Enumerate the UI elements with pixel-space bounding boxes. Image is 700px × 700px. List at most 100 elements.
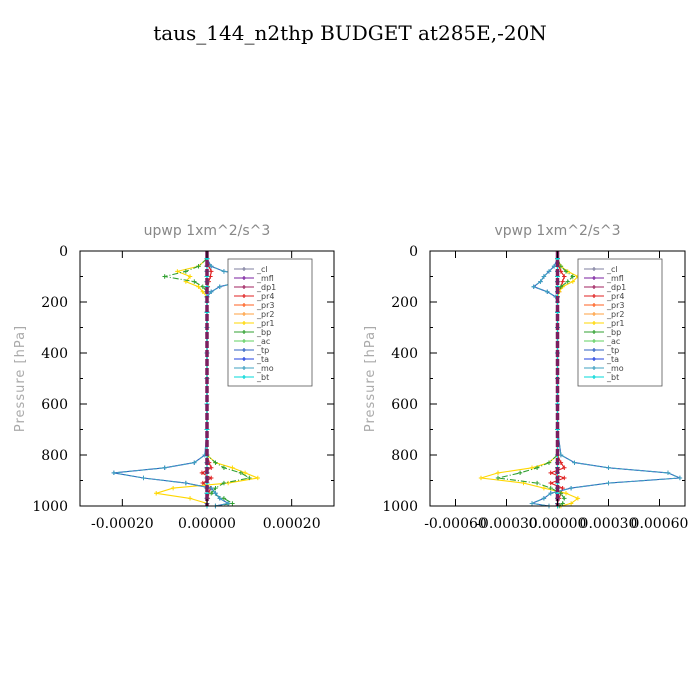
x-tick-label: -0.00060 [424, 516, 487, 532]
legend-label: _mo [606, 364, 624, 373]
data-point-mo [568, 485, 574, 491]
data-point-pr4 [209, 475, 214, 481]
data-point-mo [217, 496, 222, 501]
legend-marker [592, 267, 596, 271]
legend-marker [592, 276, 596, 280]
x-tick-label: 0.00030 [580, 516, 638, 532]
data-point-bp [548, 485, 553, 491]
legend-marker [242, 294, 246, 298]
legend-marker [242, 276, 246, 280]
data-point-bp [200, 284, 205, 289]
legend-marker [242, 366, 246, 370]
x-tick-label: -0.00030 [475, 516, 538, 532]
data-point-mo [529, 501, 535, 506]
legend-label: _pr4 [256, 292, 274, 301]
legend-label: _cl [256, 265, 268, 274]
data-point-mo [677, 475, 683, 481]
panel-2: vpwp 1xm^2/s^3 Pressure [hPa] 0 200 400 600 80… [363, 223, 688, 532]
data-point-mo [221, 269, 227, 274]
data-point-mo [217, 284, 222, 289]
y-tick-label: 0 [59, 244, 68, 260]
panel-title: upwp 1xm^2/s^3 [144, 223, 271, 239]
y-tick-label: 1000 [32, 499, 68, 515]
data-point-bp [209, 491, 214, 496]
data-point-bp [213, 485, 218, 491]
data-point-pr1 [575, 496, 581, 501]
data-point-pr1 [495, 470, 501, 476]
legend-label: _tp [606, 346, 619, 355]
legend-label: _pr4 [606, 292, 624, 301]
legend-label: _ta [606, 355, 619, 364]
data-point-bp [196, 264, 201, 269]
legend-marker [592, 312, 596, 316]
panel-title: vpwp 1xm^2/s^3 [494, 223, 620, 239]
data-point-mo [531, 284, 536, 289]
data-point-pr1 [170, 485, 176, 491]
data-point-bp [183, 269, 189, 274]
y-tick-label: 800 [391, 448, 418, 464]
legend-label: _bt [256, 373, 269, 382]
data-point-bp [565, 279, 570, 284]
y-tick-label: 400 [41, 346, 68, 362]
legend-label: _pr1 [606, 319, 624, 328]
legend-marker [592, 330, 596, 334]
legend-marker [242, 357, 246, 361]
data-point-mo [225, 501, 231, 506]
y-axis-label: Pressure [hPa] [363, 325, 378, 432]
data-point-pr1 [255, 475, 260, 481]
data-point-pr1 [541, 485, 547, 491]
data-point-mo [192, 460, 197, 465]
legend-marker [242, 321, 246, 325]
y-tick-label: 400 [391, 346, 418, 362]
legend-label: _ta [256, 355, 269, 364]
data-point-pr1 [154, 491, 159, 496]
data-point-pr4 [548, 480, 553, 486]
legend-marker [592, 285, 596, 289]
data-point-pr1 [230, 465, 235, 470]
data-point-pr1 [196, 284, 201, 289]
data-point-bp [563, 269, 569, 274]
x-tick-label: 0.00000 [178, 516, 236, 532]
legend: _cl_mfl_dp1_pr4_pr3_pr2_pr1_bp_ac_tp_ta_… [577, 258, 663, 387]
legend-label: _pr2 [606, 310, 624, 319]
data-point-pr1 [570, 279, 575, 284]
data-point-mo [665, 470, 671, 476]
data-point-pr1 [175, 269, 180, 274]
legend-marker [242, 312, 246, 316]
legend-label: _ac [606, 337, 620, 346]
data-point-mo [209, 485, 214, 491]
data-point-pr1 [563, 491, 569, 496]
data-point-pr4 [209, 269, 214, 274]
legend-label: _bt [606, 373, 619, 382]
data-point-mo [209, 264, 214, 269]
data-point-bp [546, 460, 552, 465]
data-point-bp [534, 480, 540, 486]
y-tick-label: 600 [391, 397, 418, 413]
data-point-mo [209, 289, 214, 294]
data-point-pr4 [200, 480, 205, 486]
data-point-bp [221, 480, 227, 486]
data-point-bp [495, 475, 501, 481]
x-tick-label: -0.00020 [91, 516, 154, 532]
data-point-mo [162, 465, 167, 470]
legend-label: _mfl [606, 274, 624, 283]
data-point-bp [517, 470, 523, 476]
legend-marker [242, 375, 246, 379]
data-point-bp [221, 465, 227, 470]
y-tick-label: 1000 [382, 499, 418, 515]
legend-label: _cl [606, 265, 618, 274]
legend-marker [592, 303, 596, 307]
data-point-mo [213, 491, 218, 496]
legend-label: _pr3 [606, 301, 624, 310]
data-point-mo [545, 289, 550, 294]
data-point-pr1 [478, 475, 484, 481]
data-point-bp [560, 501, 565, 506]
y-tick-label: 0 [409, 244, 418, 260]
legend-marker [592, 321, 596, 325]
data-point-bp [562, 496, 567, 501]
data-point-pr4 [562, 465, 567, 470]
y-axis-label: Pressure [hPa] [13, 325, 28, 432]
legend-marker [592, 339, 596, 343]
legend-label: _pr3 [256, 301, 274, 310]
